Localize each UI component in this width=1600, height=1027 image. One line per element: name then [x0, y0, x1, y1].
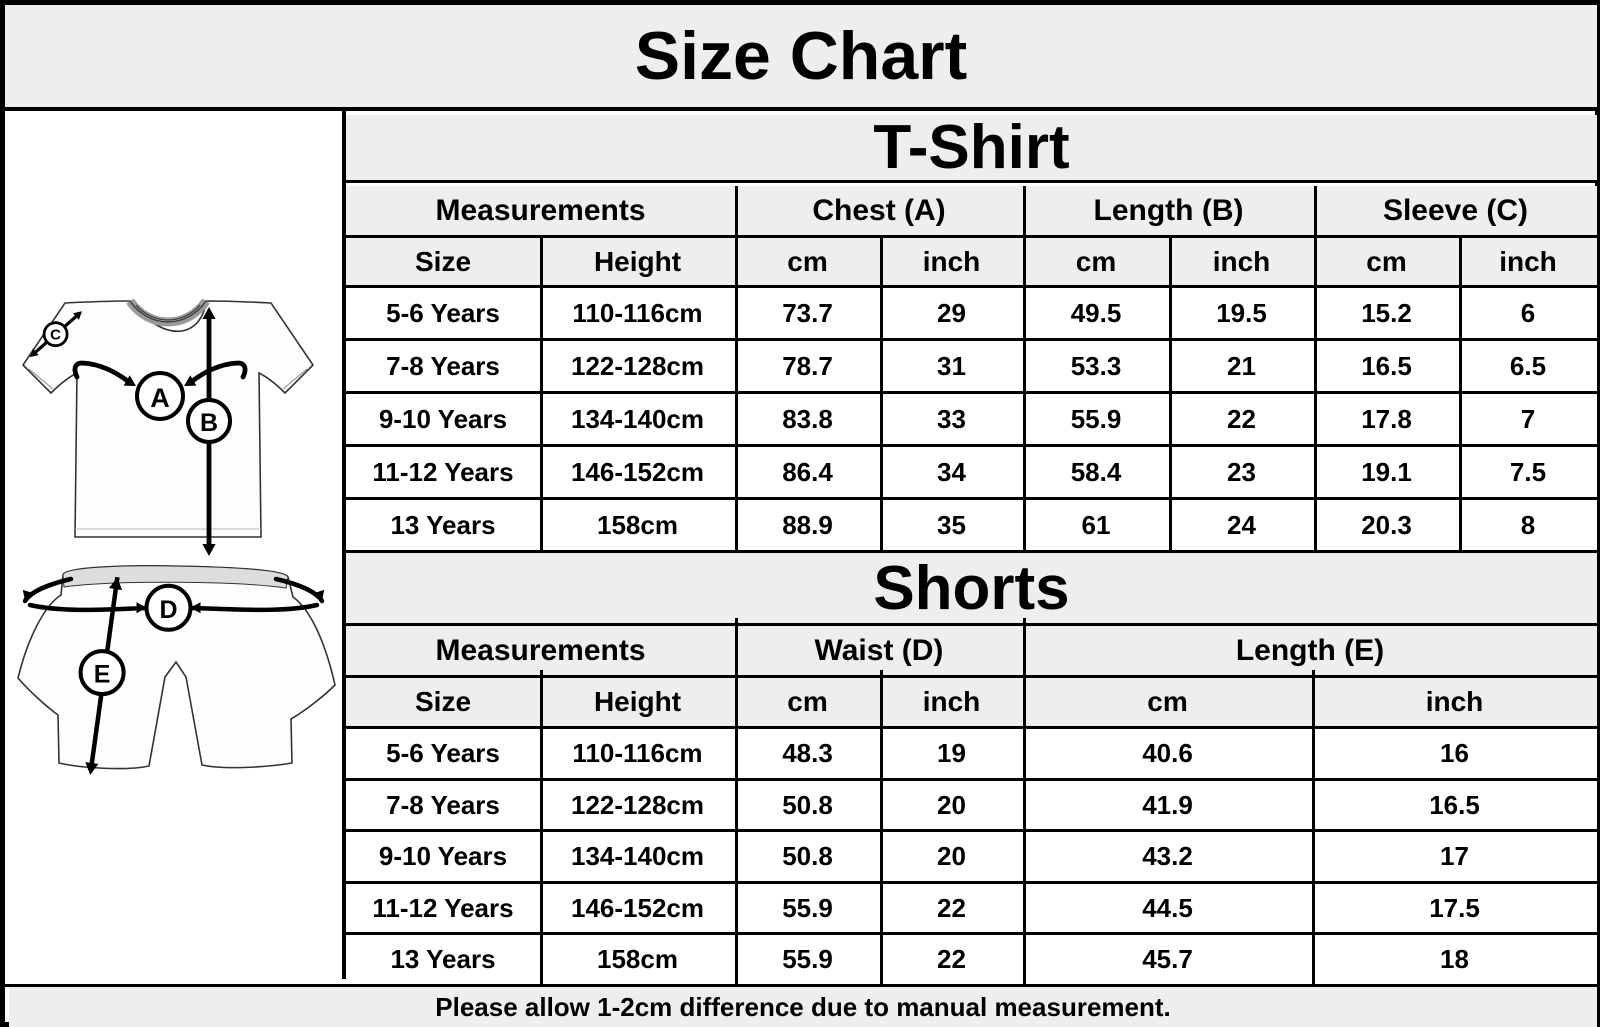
- svg-text:C: C: [50, 327, 61, 344]
- svg-text:A: A: [150, 383, 170, 413]
- svg-text:B: B: [200, 409, 218, 437]
- svg-text:E: E: [94, 661, 111, 689]
- svg-text:D: D: [159, 596, 177, 624]
